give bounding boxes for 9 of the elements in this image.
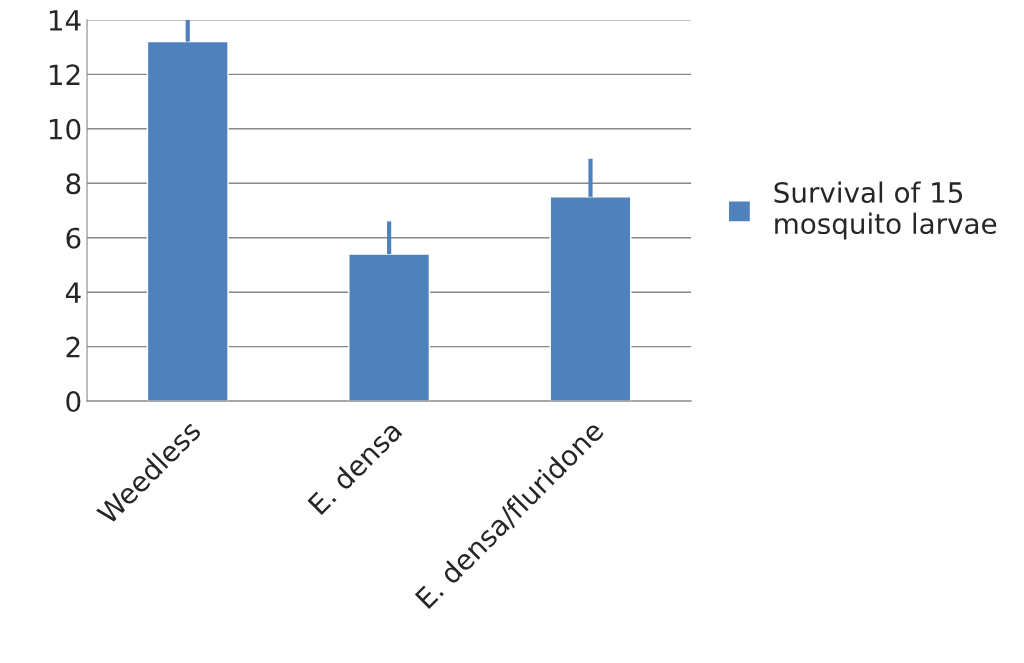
legend-label: Survival of 15 mosquito larvae (774, 181, 997, 240)
y-tick-label: 6 (66, 227, 81, 249)
y-tick-label: 2 (66, 336, 80, 358)
y-tick-label: 10 (49, 118, 81, 140)
y-tick-label: 14 (49, 10, 81, 31)
y-tick-label: 12 (49, 64, 80, 85)
y-tick-label: 0 (66, 391, 81, 413)
y-tick-label: 4 (65, 282, 81, 303)
y-tick-label: 8 (66, 173, 81, 195)
